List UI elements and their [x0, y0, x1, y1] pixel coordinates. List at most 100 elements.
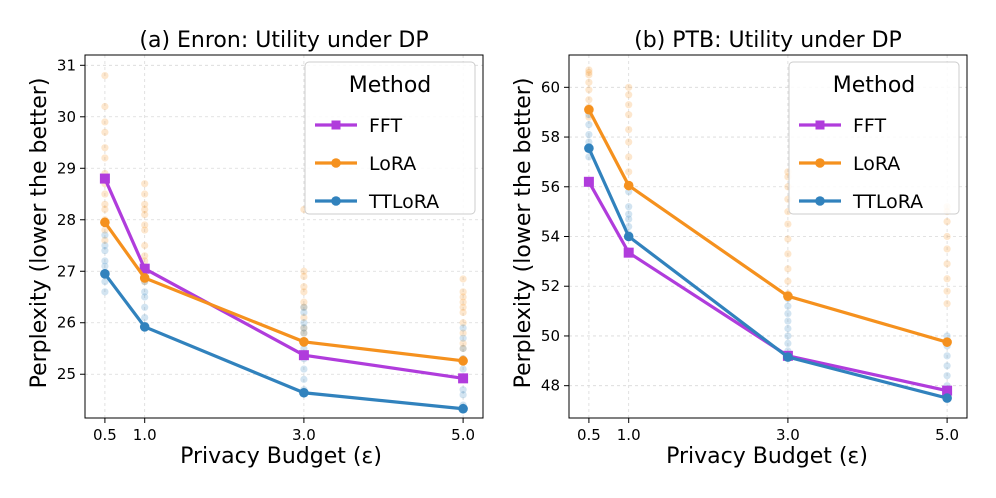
trial-point-lora — [300, 303, 308, 311]
trial-point-lora — [784, 265, 792, 273]
trial-point-ttlora — [784, 317, 792, 325]
trial-point-lora — [141, 190, 149, 198]
y-tick-label: 28 — [57, 211, 76, 229]
trial-point-lora — [625, 138, 633, 146]
trial-point-ttlora — [300, 319, 308, 327]
trial-point-ttlora — [101, 241, 109, 250]
trial-point-lora — [625, 101, 633, 109]
trial-point-lora — [300, 283, 308, 291]
data-point-fft — [623, 247, 634, 258]
x-tick-label: 1.0 — [617, 426, 641, 444]
trial-point-lora — [459, 303, 467, 311]
trial-point-lora — [101, 154, 109, 162]
trial-point-lora — [101, 200, 109, 208]
data-point-ttlora — [942, 393, 952, 403]
data-point-fft — [583, 176, 594, 187]
y-tick-label: 58 — [541, 128, 560, 146]
trial-point-ttlora — [784, 324, 792, 333]
y-tick-label: 60 — [541, 78, 560, 96]
data-point-ttlora — [584, 143, 594, 154]
data-point-ttlora — [299, 387, 309, 398]
trial-point-lora — [585, 78, 593, 86]
legend-marker-ttlora — [331, 196, 341, 206]
trial-point-ttlora — [101, 288, 109, 296]
plot-frame — [84, 54, 484, 419]
y-tick-label: 31 — [57, 56, 76, 74]
trial-point-ttlora — [101, 257, 109, 265]
trial-point-lora — [625, 91, 633, 99]
trial-point-ttlora — [943, 362, 951, 370]
trial-point-ttlora — [784, 302, 792, 310]
y-tick-label: 26 — [57, 314, 76, 332]
trial-point-lora — [300, 313, 308, 322]
trial-point-lora — [943, 275, 951, 283]
x-tick-label: 5.0 — [935, 426, 959, 444]
legend-label-fft: FFT — [853, 115, 887, 137]
trial-point-lora — [784, 235, 792, 243]
trial-point-lora — [101, 102, 109, 111]
legend-label-lora: LoRA — [369, 153, 416, 175]
trial-point-ttlora — [300, 308, 308, 317]
trial-point-ttlora — [459, 365, 467, 373]
y-tick-label: 30 — [57, 108, 76, 126]
trial-point-lora — [101, 236, 109, 244]
y-axis-label: Perplexity (lower the better) — [511, 78, 536, 389]
legend-marker-fft — [331, 120, 341, 130]
trial-point-lora — [101, 118, 109, 126]
trial-point-lora — [459, 319, 467, 327]
trial-point-lora — [784, 220, 792, 228]
trial-point-lora — [459, 339, 467, 347]
legend-marker-lora — [331, 158, 341, 168]
legend-title: Method — [349, 73, 432, 98]
trial-point-lora — [943, 260, 951, 268]
data-point-lora — [942, 337, 952, 347]
y-tick-label: 27 — [57, 262, 76, 280]
data-point-ttlora — [783, 352, 793, 362]
trial-point-lora — [585, 68, 593, 77]
legend-label-fft: FFT — [369, 115, 403, 137]
data-point-lora — [584, 104, 594, 115]
trial-point-lora — [141, 180, 149, 188]
trial-point-lora — [459, 288, 467, 296]
trial-point-ttlora — [585, 121, 593, 129]
trial-point-ttlora — [141, 313, 149, 322]
trial-point-lora — [141, 205, 149, 214]
trial-point-ttlora — [101, 231, 109, 239]
trial-point-ttlora — [784, 332, 792, 340]
y-tick-label: 50 — [541, 327, 560, 345]
trial-point-lora — [784, 250, 792, 258]
trial-point-lora — [585, 96, 593, 104]
legend-title: Method — [833, 73, 916, 98]
chart-title: (b) PTB: Utility under DP — [634, 28, 902, 53]
trial-point-lora — [459, 275, 467, 283]
trial-point-lora — [101, 226, 109, 234]
trial-point-ttlora — [943, 352, 951, 360]
series-line-lora — [103, 221, 464, 363]
y-tick-label: 54 — [541, 228, 560, 246]
legend-box — [304, 61, 476, 215]
x-tick-label: 1.0 — [133, 426, 157, 444]
trial-point-lora — [300, 298, 308, 306]
y-axis-label: Perplexity (lower the better) — [27, 78, 52, 389]
series-line-lora — [587, 108, 948, 344]
y-tick-label: 29 — [57, 159, 76, 177]
trial-point-lora — [141, 226, 149, 234]
trial-point-ttlora — [625, 210, 633, 218]
trial-point-lora — [943, 287, 951, 295]
series-line-fft — [103, 177, 464, 380]
series-line-fft — [587, 181, 948, 393]
trial-point-ttlora — [625, 222, 633, 231]
trial-point-ttlora — [141, 303, 149, 311]
y-tick-label: 56 — [541, 178, 560, 196]
trial-point-ttlora — [585, 130, 593, 139]
trial-point-ttlora — [625, 203, 633, 211]
trial-point-ttlora — [300, 303, 308, 311]
trial-point-lora — [300, 288, 308, 296]
trial-point-ttlora — [101, 277, 109, 286]
y-tick-label: 25 — [57, 365, 76, 383]
trial-point-lora — [625, 153, 633, 161]
trial-point-lora — [300, 272, 308, 281]
trial-point-lora — [459, 329, 467, 337]
data-point-lora — [623, 180, 634, 191]
trial-point-lora — [943, 217, 951, 226]
